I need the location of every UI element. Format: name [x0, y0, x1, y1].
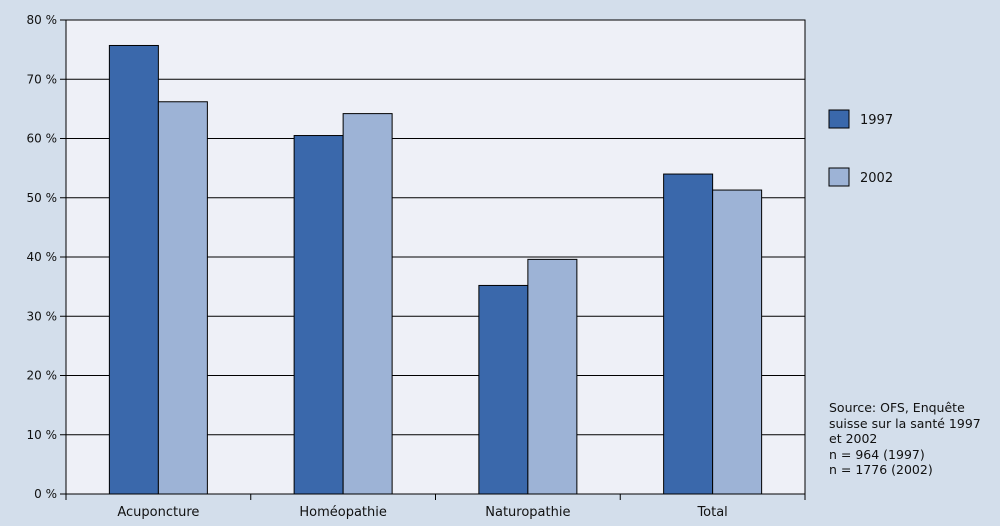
x-axis: Acuponcture Homéopathie Naturopathie Total — [65, 494, 806, 520]
y-tick-label: 60 % — [27, 132, 58, 146]
x-category-label: Homéopathie — [299, 505, 387, 520]
bars — [108, 44, 763, 495]
legend-label-1997: 1997 — [860, 113, 893, 128]
x-category-label: Total — [696, 505, 727, 520]
source-note: Source: OFS, Enquête suisse sur la santé… — [829, 400, 999, 478]
source-line: Source: OFS, Enquête — [829, 400, 965, 415]
bar-1997-total — [663, 173, 714, 495]
x-category-label: Acuponcture — [117, 505, 199, 520]
source-line: et 2002 — [829, 431, 878, 446]
source-line: n = 964 (1997) — [829, 446, 925, 462]
legend-label-2002: 2002 — [860, 171, 893, 186]
bar-2002-acuponcture — [157, 101, 208, 495]
bar-1997-naturopathie — [478, 284, 529, 495]
y-tick-label: 50 % — [27, 191, 58, 205]
y-tick-label: 70 % — [27, 72, 58, 86]
legend: 1997 2002 — [828, 109, 893, 187]
bar-2002-naturopathie — [527, 258, 578, 495]
y-tick-label: 40 % — [27, 250, 58, 264]
y-tick-label: 30 % — [27, 309, 58, 323]
y-tick-label: 10 % — [27, 428, 58, 442]
y-tick-label: 0 % — [34, 487, 57, 501]
bar-1997-acuponcture — [108, 44, 159, 495]
bar-1997-homéopathie — [293, 135, 344, 495]
bar-2002-total — [712, 189, 763, 495]
y-tick-label: 80 % — [27, 13, 58, 27]
bar-2002-homéopathie — [342, 113, 393, 495]
legend-swatch-1997 — [828, 109, 850, 129]
y-tick-label: 20 % — [27, 369, 58, 383]
legend-swatch-2002 — [828, 167, 850, 187]
x-category-label: Naturopathie — [485, 505, 570, 520]
y-axis: 0 % 10 % 20 % 30 % 40 % 50 % 60 % 70 % 80 % — [27, 13, 66, 501]
source-line: n = 1776 (2002) — [829, 462, 933, 477]
source-line: suisse sur la santé 1997 — [829, 415, 981, 431]
